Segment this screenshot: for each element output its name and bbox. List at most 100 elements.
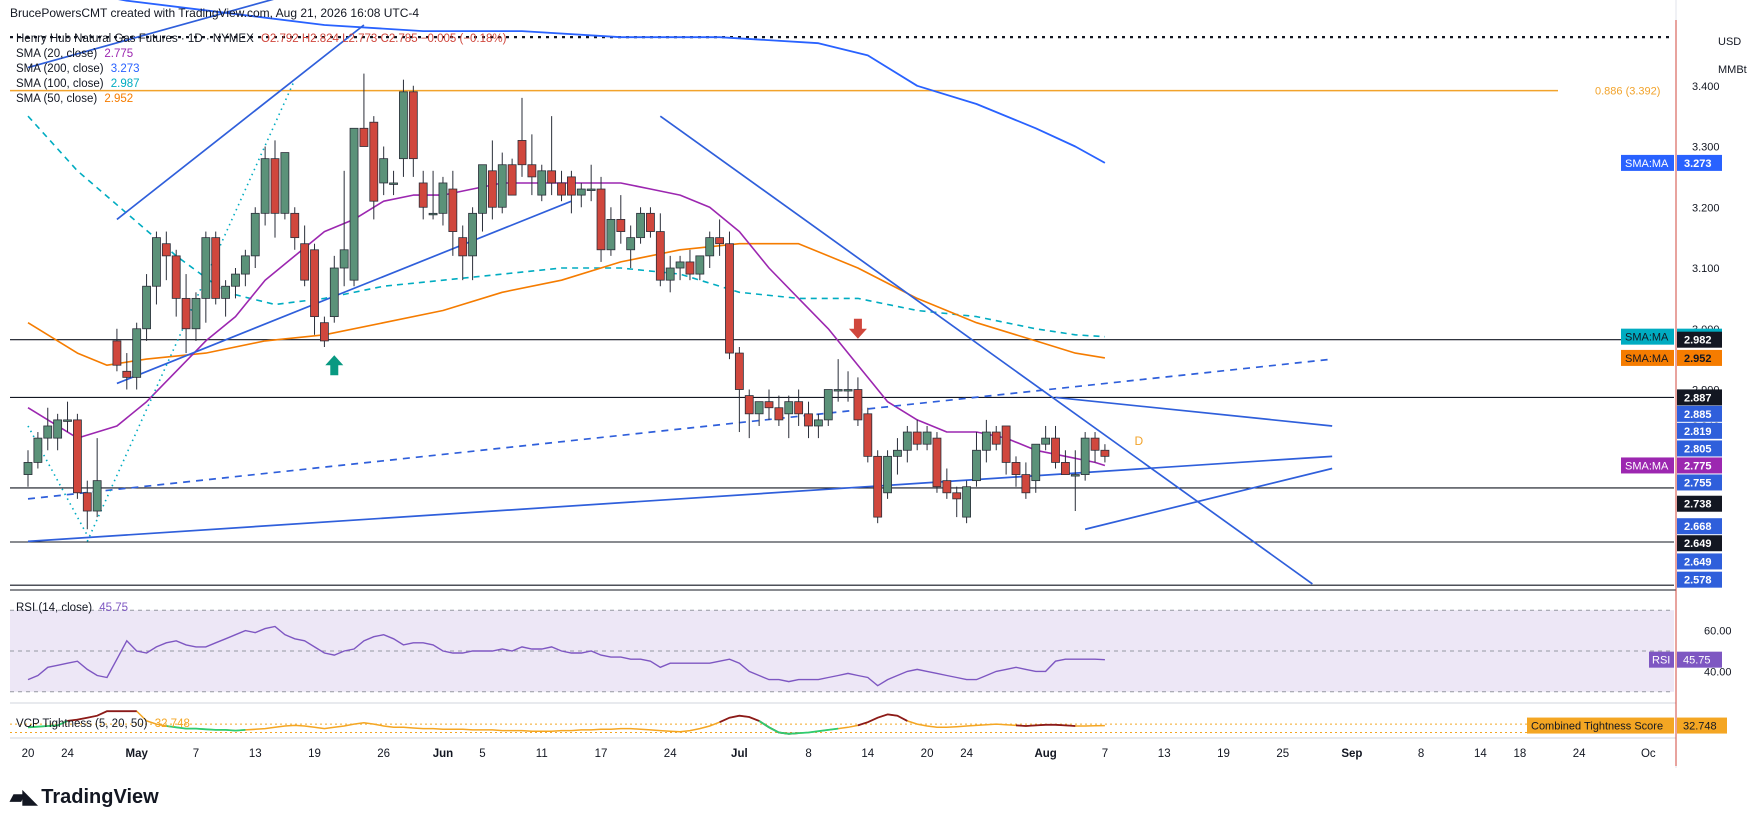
- candle-up: [231, 268, 240, 299]
- candle-body: [586, 188, 596, 191]
- time-tick-label: Oc: [1641, 748, 1656, 760]
- legend-vcp[interactable]: VCP Tightness (5, 20, 50) 32.748: [16, 717, 190, 731]
- candle-body: [567, 176, 576, 196]
- unit-label: MMBtu: [1718, 64, 1747, 76]
- candle-body: [715, 237, 724, 245]
- candle-up: [1041, 425, 1051, 451]
- candle-up: [675, 255, 685, 281]
- time-tick-label: 25: [1276, 748, 1289, 760]
- candle-down: [794, 389, 804, 426]
- candle-up: [53, 413, 63, 451]
- candle-up: [1031, 443, 1041, 493]
- price-axis-badge: [1677, 154, 1722, 171]
- candle-up: [23, 450, 33, 487]
- candle-body: [201, 237, 211, 299]
- time-tick-label: 19: [308, 748, 321, 760]
- candle-down: [863, 407, 873, 463]
- candle-body: [23, 462, 33, 475]
- candle-down: [715, 219, 724, 256]
- candle-up: [389, 170, 398, 196]
- legend-rsi[interactable]: RSI (14, close) 45.75: [16, 601, 128, 615]
- candle-body: [53, 419, 63, 439]
- legend-vcp-label: VCP Tightness (5, 20, 50): [16, 718, 148, 730]
- candle-body: [260, 158, 270, 214]
- trendline-long-dashed: [27, 358, 1333, 500]
- price-axis-badge-text: 2.887: [1684, 392, 1712, 404]
- candle-body: [843, 389, 853, 392]
- candle-down: [991, 425, 1001, 451]
- candle-body: [576, 188, 586, 196]
- time-axis[interactable]: 20 24 May 7 13 19 26 Jun 5 11 17 24 Jul 8 14 20 24 Aug 7 13…: [22, 748, 1656, 760]
- time-tick-label: 8: [805, 748, 811, 760]
- candle-body: [557, 182, 566, 196]
- candle-up: [33, 432, 43, 469]
- trendline-channel-lower: [116, 200, 572, 385]
- candle-down: [418, 170, 428, 220]
- trendline-long-support: [27, 455, 1333, 543]
- sell-arrow-icon: [848, 318, 867, 339]
- candle-down: [73, 413, 82, 499]
- vcp-contracting-segment: [1015, 723, 1076, 727]
- candle-body: [369, 121, 379, 202]
- legend-sma200[interactable]: SMA (200, close) 3.273: [16, 62, 140, 76]
- candle-up: [814, 413, 823, 439]
- time-tick-label: 26: [377, 748, 390, 760]
- legend-sma100[interactable]: SMA (100, close) 2.987: [16, 77, 140, 91]
- candle-body: [705, 237, 715, 257]
- price-axis-badge: [1677, 474, 1722, 491]
- candle-down: [1021, 462, 1031, 499]
- candle-body: [280, 152, 290, 214]
- candle-up: [893, 438, 902, 475]
- candle-body: [379, 158, 389, 184]
- candle-up: [201, 231, 211, 323]
- candle-down: [804, 401, 813, 439]
- price-axis[interactable]: 3.4003.3003.2003.1003.0002.9002.8403.273…: [1621, 81, 1722, 588]
- candle-body: [606, 219, 616, 251]
- candle-body: [981, 431, 991, 451]
- ma-tag-text: SMA:MA: [1625, 460, 1669, 472]
- candle-body: [863, 413, 873, 457]
- candle-body: [82, 492, 92, 512]
- candle-body: [448, 188, 458, 232]
- candle-body: [922, 431, 932, 445]
- candle-down: [685, 249, 695, 281]
- candle-body: [1001, 425, 1011, 463]
- tradingview-logo[interactable]: ▰◣ TradingView: [10, 786, 159, 809]
- price-axis-badge-text: 2.755: [1684, 477, 1712, 489]
- candle-up: [626, 225, 636, 269]
- candle-body: [73, 419, 82, 494]
- candle-down: [369, 116, 379, 220]
- candle-body: [962, 486, 971, 518]
- time-tick-label: 20: [22, 748, 35, 760]
- time-tick-label: Jun: [433, 748, 453, 760]
- price-tick-label: 3.300: [1692, 142, 1720, 154]
- time-tick-label: 19: [1217, 748, 1230, 760]
- candle-body: [1061, 462, 1070, 475]
- candle-body: [1080, 437, 1090, 475]
- legend-sma20[interactable]: SMA (20, close) 2.775: [16, 47, 133, 61]
- time-tick-label: 17: [595, 748, 608, 760]
- candle-down: [507, 158, 517, 196]
- candle-down: [171, 249, 181, 317]
- candle-body: [685, 261, 695, 275]
- price-axis-badge-text: 2.775: [1684, 460, 1712, 472]
- candle-down: [290, 207, 300, 250]
- candle-body: [596, 188, 606, 251]
- candle-body: [231, 273, 240, 287]
- ma-tag-badge: [1621, 457, 1674, 474]
- candle-body: [250, 212, 260, 257]
- ma-tag-badge: [1621, 154, 1674, 171]
- candle-body: [952, 492, 962, 500]
- price-axis-badge: [1677, 495, 1722, 512]
- candle-up: [250, 207, 260, 269]
- moving-averages: [27, 0, 1106, 467]
- candle-up: [43, 407, 53, 451]
- candle-down: [1061, 450, 1070, 475]
- price-axis-badge-text: 2.649: [1684, 556, 1712, 568]
- legend-sma50[interactable]: SMA (50, close) 2.952: [16, 92, 133, 106]
- candle-up: [221, 280, 231, 317]
- legend-sma100-label: SMA (100, close): [16, 78, 104, 90]
- candle-down: [82, 480, 92, 530]
- candle-down: [873, 450, 883, 524]
